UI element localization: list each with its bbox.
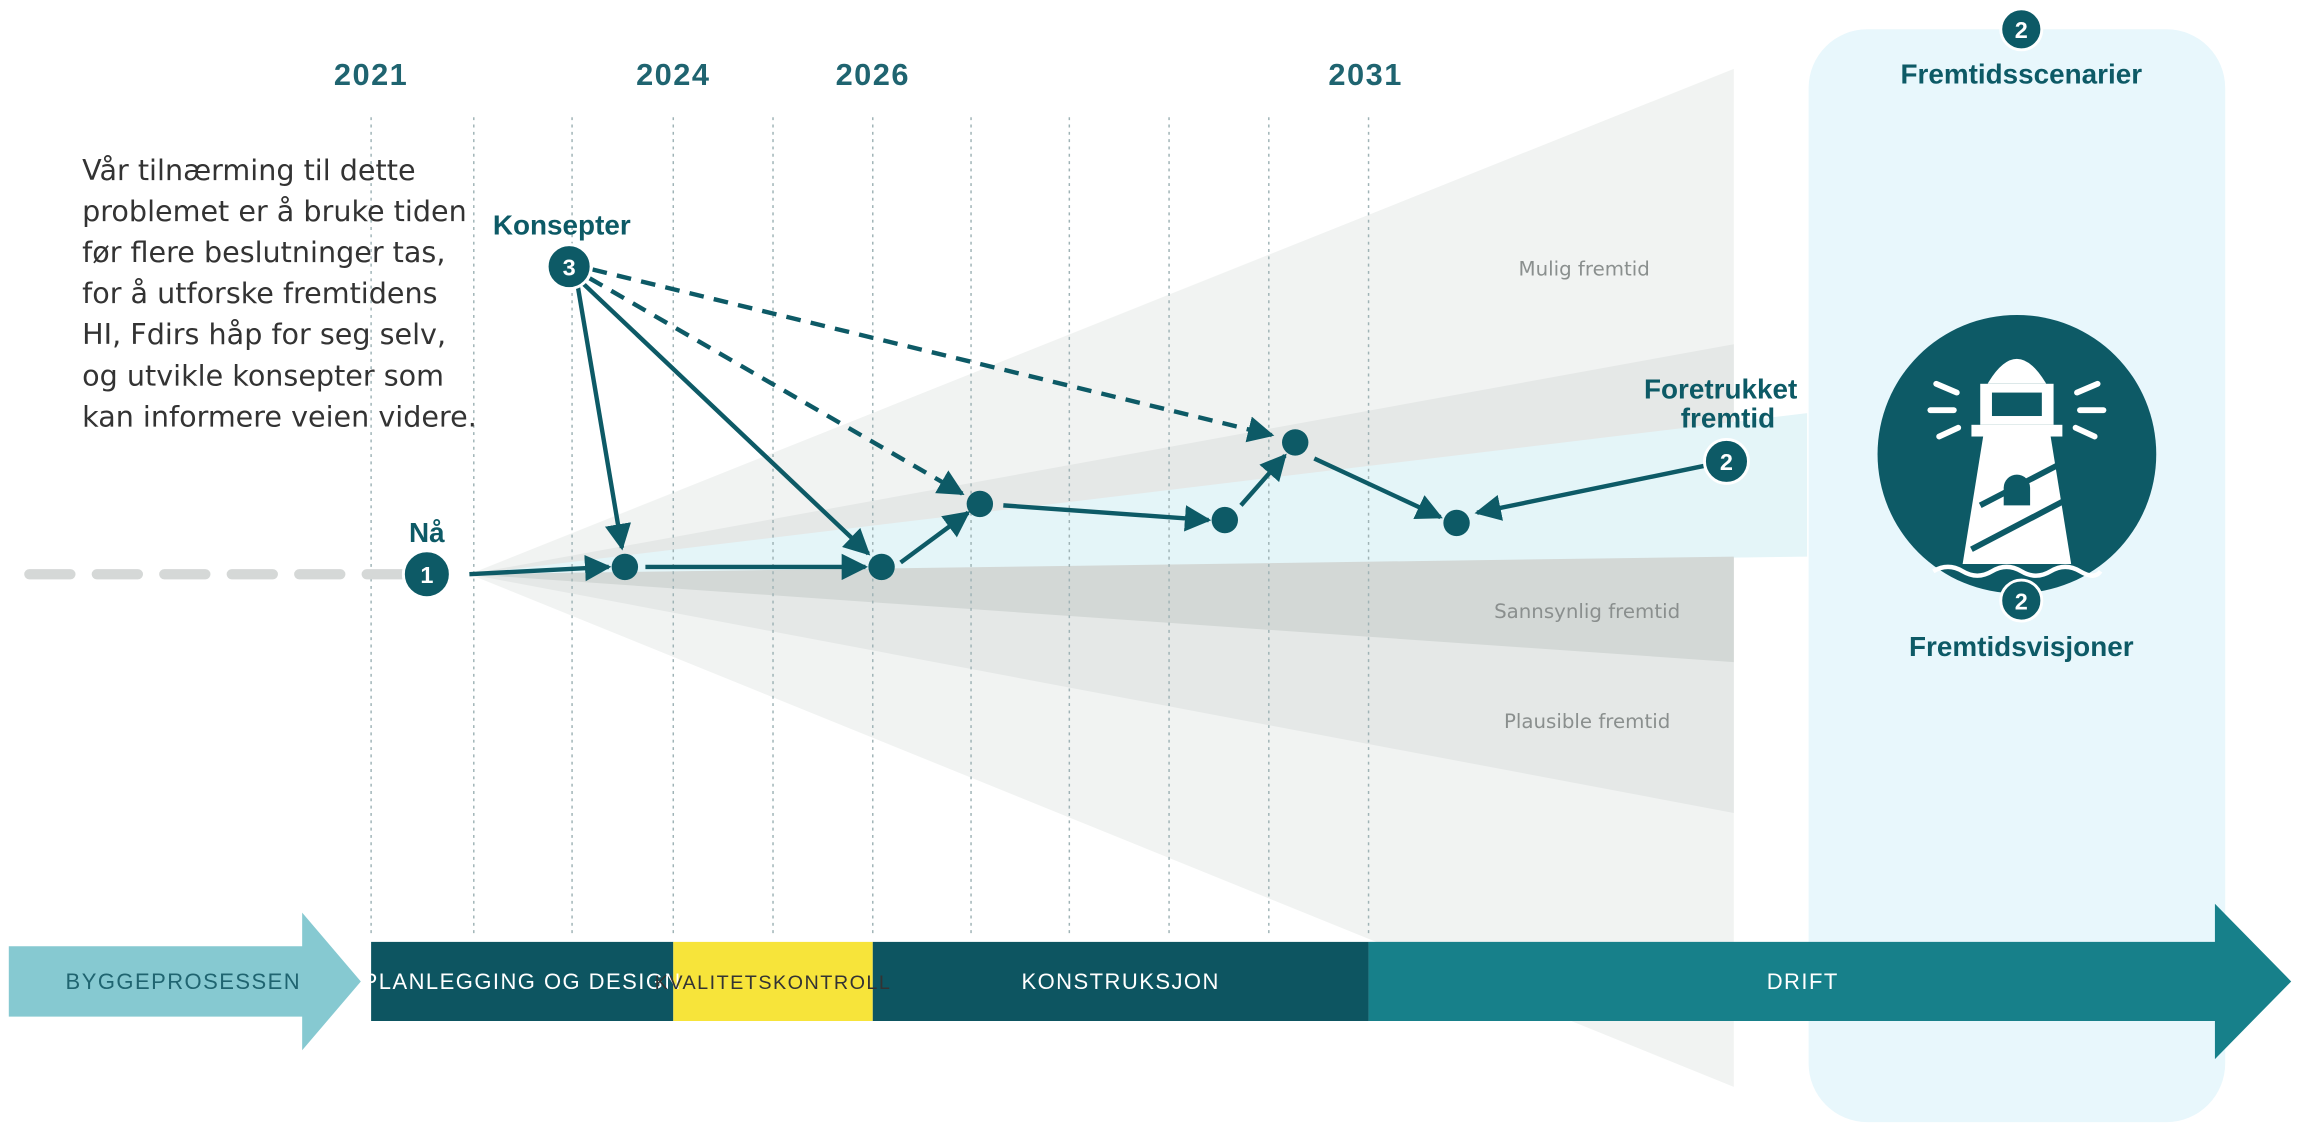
year: 2021 [334,57,408,92]
lighthouse-icon [1877,314,2157,594]
preferred-cone [469,413,1808,575]
phase-label: PLANLEGGING OG DESIGN [363,969,682,994]
scenarios-label: Fremtidsscenarier [1901,59,2143,90]
paths [469,267,1705,582]
phase [371,941,674,1021]
phase [673,941,873,1021]
intro-text: Vår tilnærming til dette problemet er å … [82,153,477,433]
badge-preferred: 2 [1702,437,1750,485]
badge-visions: 2 [1999,578,2044,623]
process-label: BYGGEPROSESSEN [66,969,302,994]
intro-line: kan informere veien videre. [82,399,477,433]
phase-label: KVALITETSKONTROLL [655,972,892,994]
phase-label: DRIFT [1767,969,1839,994]
intro-line: problemet er å bruke tiden [82,194,467,228]
concepts-label: Konsepter [493,209,631,240]
preferred-label: fremtid [1681,403,1775,434]
badge-number: 2 [2015,17,2028,43]
year: 2026 [836,57,910,92]
intro-line: HI, Fdirs håp for seg selv, [82,317,446,351]
badge-number: 3 [563,254,576,280]
phase-label: KONSTRUKSJON [1021,969,1219,994]
future-label: Plausible fremtid [1504,710,1670,733]
badge-scenarios: 2 [1999,7,2044,52]
process-arrow [8,912,361,1051]
intro-line: Vår tilnærming til dette [82,153,415,187]
preferred-label: Foretrukket [1644,373,1797,404]
visions-label: Fremtidsvisjoner [1909,631,2134,662]
phase [1368,903,2292,1060]
intro-line: og utvikle konsepter som [82,358,444,392]
probable-cone [469,556,1734,663]
future-label: Sannsynlig fremtid [1494,600,1680,623]
phase [872,941,1369,1021]
future-label: Mulig fremtid [1519,257,1650,280]
time-grid [370,117,1370,938]
badge-number: 1 [420,562,433,588]
badge-number: 2 [2015,588,2028,614]
now-label: Nå [409,517,445,548]
waypoints [611,429,1470,581]
intro-line: for å utforske fremtidens [82,276,437,310]
badge-number: 2 [1720,449,1733,475]
year: 2031 [1328,57,1402,92]
year: 2024 [636,57,710,92]
badge-now: 1 [401,549,452,600]
badge-concepts: 3 [545,243,593,291]
intro-line: før flere beslutninger tas, [82,235,445,269]
